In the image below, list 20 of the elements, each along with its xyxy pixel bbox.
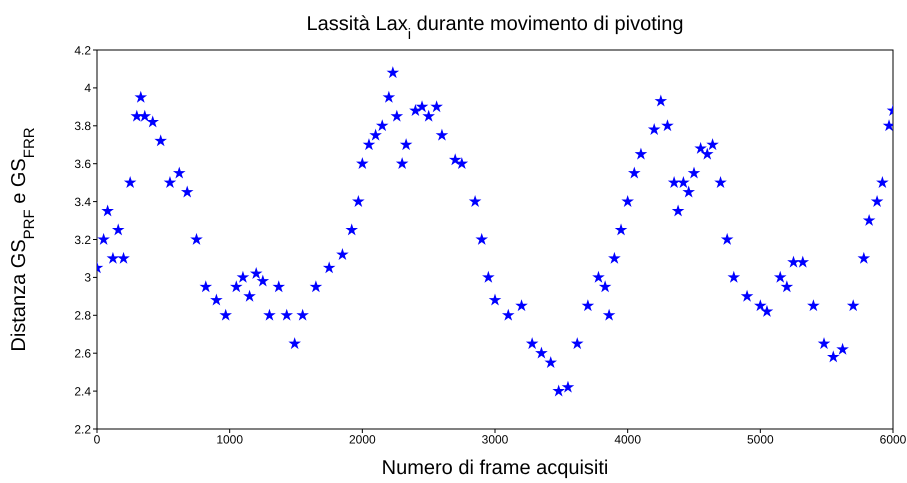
y-tick-label: 3.6 — [74, 156, 92, 171]
x-tick-label: 3000 — [482, 432, 509, 447]
y-tick-label: 2.8 — [74, 308, 92, 323]
x-tick-label: 5000 — [746, 432, 774, 447]
x-tick-label: 4000 — [614, 432, 642, 447]
y-tick-label: 4.2 — [74, 43, 92, 58]
y-tick-label: 3.2 — [74, 232, 92, 247]
y-tick-label: 3 — [84, 270, 92, 285]
y-tick-label: 3.4 — [74, 194, 92, 209]
y-tick-label: 4 — [84, 81, 92, 96]
chart-title: Lassità Lax$_{i}$ durante movimento di pivoting — [306, 13, 684, 42]
y-tick-label: 3.8 — [74, 119, 92, 134]
y-tick-label: 2.6 — [74, 346, 92, 360]
y-tick-label: 2.2 — [74, 422, 92, 436]
x-tick-label: 6000 — [880, 432, 907, 447]
x-tick-label: 1000 — [216, 432, 244, 447]
x-tick-label: 2000 — [348, 432, 376, 447]
x-tick-label: 0 — [94, 432, 101, 447]
x-axis-title: Numero di frame acquisiti — [382, 457, 608, 479]
y-tick-label: 2.4 — [74, 384, 92, 398]
